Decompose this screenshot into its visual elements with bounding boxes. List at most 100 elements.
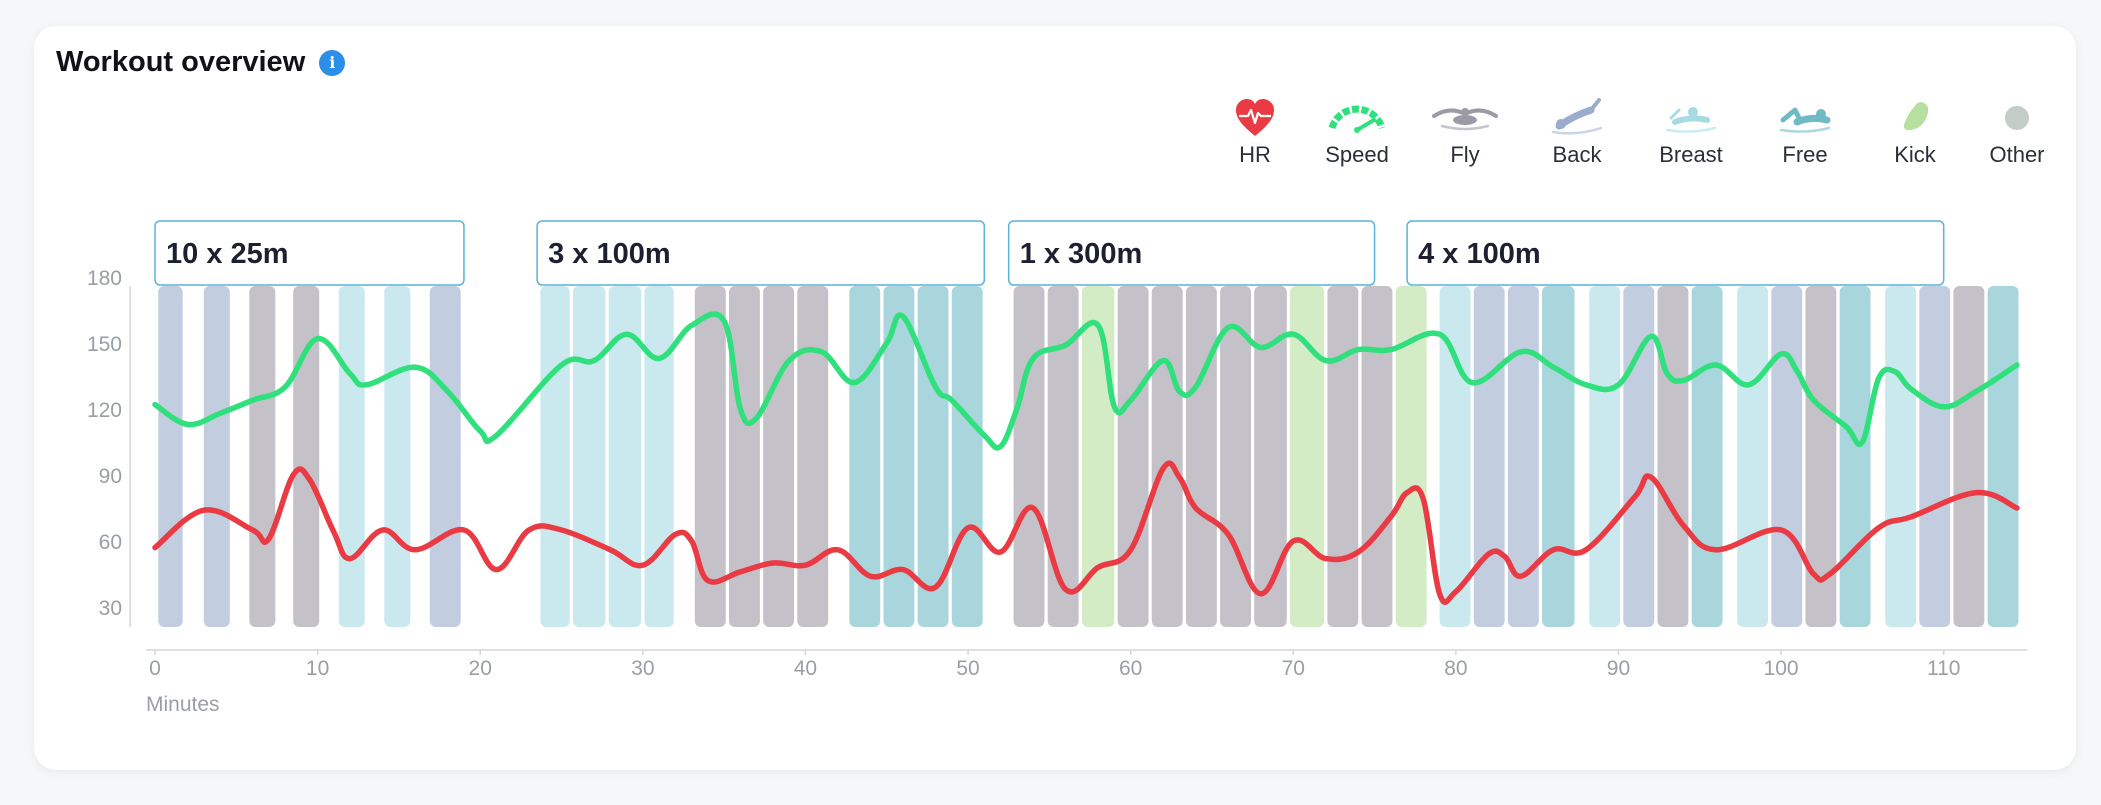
interval-bar-fly[interactable]	[1185, 286, 1217, 627]
legend-item-fly[interactable]: Fly	[1410, 96, 1520, 176]
interval-bar-breast[interactable]	[572, 286, 606, 627]
axes: 30 60 90 120 150 180 0 10 20 30 40 50 60 70 80 90 100 110…	[87, 267, 2027, 716]
interval-bar-back[interactable]	[429, 286, 461, 627]
interval-bar-fly[interactable]	[1953, 286, 1985, 627]
interval-bar-free[interactable]	[849, 286, 881, 627]
series-line-hr[interactable]	[152, 460, 2020, 606]
legend-label-fly: Fly	[1450, 142, 1480, 167]
legend-label-hr: HR	[1239, 142, 1271, 167]
y-tick-label: 30	[99, 597, 122, 620]
breaststroke-swimmer-icon	[1665, 107, 1717, 133]
interval-bar-breast[interactable]	[644, 286, 674, 627]
x-tick-label: 90	[1607, 657, 1630, 680]
interval-bar-breast[interactable]	[1885, 286, 1917, 627]
interval-bar-fly[interactable]	[1657, 286, 1689, 627]
speedometer-icon	[1328, 105, 1386, 133]
series-line-speed[interactable]	[152, 311, 2020, 451]
interval-bar-breast[interactable]	[540, 286, 570, 627]
legend-item-back[interactable]: Back	[1522, 96, 1632, 176]
interval-bar-breast[interactable]	[608, 286, 642, 627]
interval-bar-fly[interactable]	[763, 286, 795, 627]
interval-bar-breast[interactable]	[338, 286, 365, 627]
legend-label-back: Back	[1552, 142, 1602, 167]
set-label-text: 3 x 100m	[548, 238, 671, 270]
card-title: Workout overview	[56, 46, 306, 78]
legend-item-other[interactable]: Other	[1962, 96, 2072, 176]
set-label-2[interactable]: 1 x 300m	[1007, 220, 1376, 286]
x-tick-label: 70	[1282, 657, 1305, 680]
info-icon[interactable]: i	[319, 49, 346, 76]
legend-label-free: Free	[1782, 142, 1828, 167]
x-tick-label: 100	[1764, 657, 1799, 680]
x-tick-label: 60	[1119, 657, 1142, 680]
interval-bar-free[interactable]	[1839, 286, 1871, 627]
y-tick-label: 150	[87, 333, 122, 356]
interval-bar-fly[interactable]	[293, 286, 320, 627]
interval-bar-free[interactable]	[1691, 286, 1723, 627]
legend-label-speed: Speed	[1325, 142, 1389, 167]
x-tick-label: 40	[794, 657, 817, 680]
legend-item-breast[interactable]: Breast	[1636, 96, 1746, 176]
x-tick-label: 20	[469, 657, 492, 680]
set-label-1[interactable]: 3 x 100m	[536, 220, 986, 286]
set-label-0[interactable]: 10 x 25m	[154, 220, 465, 286]
y-tick-label: 120	[87, 399, 122, 422]
interval-bar-back[interactable]	[1771, 286, 1803, 627]
legend-item-free[interactable]: Free	[1750, 96, 1860, 176]
interval-bar-free[interactable]	[1542, 286, 1575, 627]
set-label-text: 1 x 300m	[1020, 238, 1143, 270]
y-tick-label: 180	[87, 267, 122, 290]
interval-bar-breast[interactable]	[384, 286, 411, 627]
title-row: Workout overview i	[56, 46, 346, 79]
interval-bar-fly[interactable]	[1013, 286, 1045, 627]
series-lines	[152, 311, 2020, 606]
interval-bar-fly[interactable]	[1220, 286, 1251, 627]
x-tick-label: 80	[1444, 657, 1467, 680]
interval-bar-fly[interactable]	[1117, 286, 1149, 627]
legend-item-speed[interactable]: Speed	[1302, 96, 1412, 176]
legend-item-kick[interactable]: Kick	[1860, 96, 1970, 176]
interval-bar-free[interactable]	[951, 286, 983, 627]
backstroke-swimmer-icon	[1551, 98, 1603, 135]
x-tick-label: 0	[149, 657, 161, 680]
set-label-text: 4 x 100m	[1418, 238, 1541, 270]
interval-bar-fly[interactable]	[797, 286, 829, 627]
kickboard-icon	[1903, 102, 1929, 131]
legend-label-breast: Breast	[1659, 142, 1723, 167]
interval-bar-free[interactable]	[1987, 286, 2019, 627]
interval-bar-fly[interactable]	[1254, 286, 1287, 627]
interval-bar-breast[interactable]	[1737, 286, 1769, 627]
x-tick-label: 10	[306, 657, 329, 680]
interval-bar-back[interactable]	[1473, 286, 1505, 627]
legend-item-hr[interactable]: HR	[1200, 96, 1310, 176]
x-tick-label: 110	[1927, 657, 1960, 680]
interval-bar-kick[interactable]	[1395, 286, 1427, 627]
interval-bar-fly[interactable]	[1361, 286, 1393, 627]
set-labels: 10 x 25m 3 x 100m 1 x 300m 4 x 100m	[154, 220, 1945, 286]
butterfly-swimmer-icon	[1432, 108, 1498, 131]
y-tick-label: 60	[99, 531, 122, 554]
interval-bar-fly[interactable]	[1047, 286, 1079, 627]
interval-bar-breast[interactable]	[1589, 286, 1621, 627]
interval-bar-fly[interactable]	[1151, 286, 1183, 627]
interval-bar-back[interactable]	[1919, 286, 1951, 627]
x-axis-label: Minutes	[146, 693, 220, 716]
interval-bar-back[interactable]	[158, 286, 183, 627]
interval-bar-back[interactable]	[203, 286, 230, 627]
interval-bar-free[interactable]	[883, 286, 915, 627]
interval-bar-fly[interactable]	[1327, 286, 1359, 627]
x-tick-label: 30	[631, 657, 654, 680]
y-tick-label: 90	[99, 465, 122, 488]
stroke-intervals	[158, 286, 2019, 627]
set-label-3[interactable]: 4 x 100m	[1406, 220, 1945, 286]
heart-icon	[1236, 99, 1274, 136]
circle-icon	[2005, 106, 2029, 130]
interval-bar-fly[interactable]	[249, 286, 276, 627]
legend: HR Speed Fly Back	[1200, 96, 2050, 176]
set-label-text: 10 x 25m	[166, 238, 289, 270]
interval-bar-fly[interactable]	[694, 286, 726, 627]
interval-bar-fly[interactable]	[1805, 286, 1837, 627]
interval-bar-back[interactable]	[1507, 286, 1539, 627]
legend-label-kick: Kick	[1894, 142, 1936, 167]
